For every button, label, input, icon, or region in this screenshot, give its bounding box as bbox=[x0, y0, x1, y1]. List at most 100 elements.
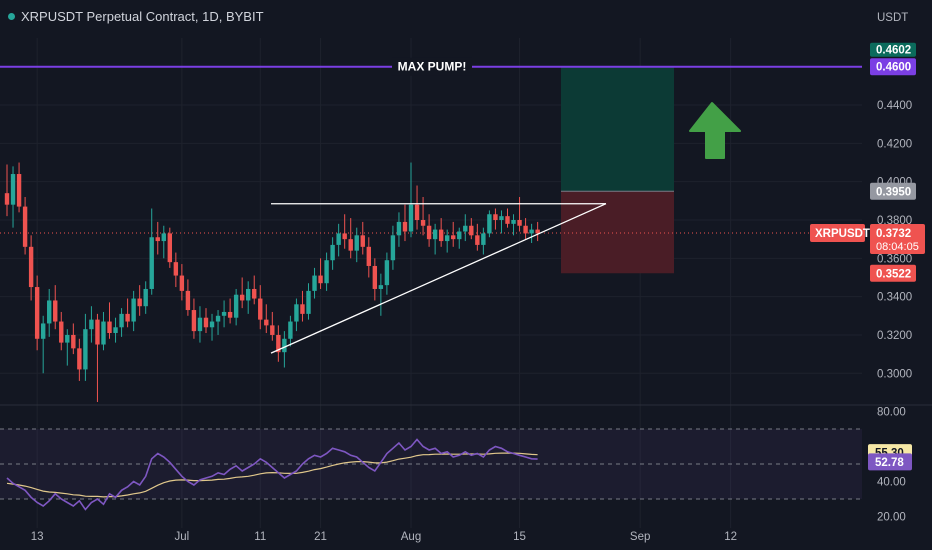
price-tick-label: 0.3800 bbox=[877, 215, 912, 227]
candle bbox=[197, 306, 203, 343]
candle bbox=[432, 223, 438, 255]
price-axis[interactable]: 0.30000.32000.34000.36000.38000.40000.42… bbox=[877, 100, 912, 523]
candle bbox=[487, 210, 492, 238]
candle bbox=[149, 208, 154, 295]
candle bbox=[4, 164, 10, 217]
current-price-tag: 0.3732 bbox=[876, 228, 911, 240]
candle bbox=[306, 283, 311, 320]
time-tick-label: 21 bbox=[314, 531, 327, 543]
candle bbox=[209, 313, 215, 341]
candle bbox=[22, 197, 28, 255]
candle bbox=[529, 223, 534, 243]
price-tick-label: 0.4400 bbox=[877, 100, 912, 112]
candle bbox=[264, 304, 269, 334]
candle bbox=[215, 310, 221, 335]
candle bbox=[59, 311, 64, 351]
candle bbox=[40, 315, 46, 374]
rsi-tick-label: 40.00 bbox=[877, 477, 906, 489]
candle bbox=[324, 252, 329, 291]
position-zones bbox=[561, 66, 674, 274]
candle bbox=[107, 302, 112, 339]
candle bbox=[408, 162, 414, 238]
candle bbox=[161, 225, 166, 259]
market-status-icon bbox=[8, 13, 15, 20]
candle bbox=[179, 264, 185, 301]
candle bbox=[89, 306, 94, 343]
candle bbox=[155, 221, 160, 255]
candle bbox=[227, 298, 233, 324]
candlestick-series bbox=[4, 162, 540, 402]
time-tick-label: Sep bbox=[630, 531, 650, 543]
candle bbox=[493, 208, 498, 230]
candle bbox=[65, 329, 70, 366]
time-tick-label: 12 bbox=[724, 531, 737, 543]
candle bbox=[312, 267, 317, 299]
candle bbox=[276, 325, 281, 362]
candle bbox=[378, 273, 384, 316]
chart-title-text: XRPUSDT Perpetual Contract, 1D, BYBIT bbox=[21, 9, 264, 24]
price-tick-label: 0.3000 bbox=[877, 368, 912, 380]
chart-title[interactable]: XRPUSDT Perpetual Contract, 1D, BYBIT bbox=[8, 9, 264, 24]
stop-tag-bg bbox=[870, 264, 916, 282]
candle bbox=[354, 227, 359, 263]
candle bbox=[34, 275, 40, 351]
candle bbox=[53, 285, 58, 330]
candle bbox=[438, 218, 444, 247]
candle bbox=[113, 317, 118, 343]
candle bbox=[95, 313, 100, 402]
candle bbox=[167, 227, 173, 268]
candle bbox=[294, 298, 299, 332]
price-tick-label: 0.3200 bbox=[877, 330, 912, 342]
up-arrow-icon bbox=[689, 102, 741, 159]
time-tick-label: Aug bbox=[401, 531, 421, 543]
candle bbox=[239, 277, 245, 309]
candle bbox=[28, 235, 34, 301]
candle bbox=[203, 308, 209, 334]
candle bbox=[71, 323, 76, 355]
candle bbox=[366, 237, 371, 278]
price-tick-label: 0.3400 bbox=[877, 292, 912, 304]
candle bbox=[505, 208, 510, 228]
symbol-tag: XRPUSDT bbox=[815, 228, 870, 240]
candle bbox=[282, 331, 287, 368]
time-tick-label: 13 bbox=[31, 531, 44, 543]
candle bbox=[252, 275, 257, 305]
candle bbox=[402, 204, 408, 242]
stop-tag: 0.3522 bbox=[876, 268, 911, 280]
candle bbox=[348, 218, 353, 259]
candle bbox=[47, 288, 52, 337]
target-tag-bg bbox=[870, 42, 916, 57]
max-pump-tag: 0.4600 bbox=[876, 62, 911, 74]
candle bbox=[221, 300, 227, 328]
candle bbox=[481, 227, 486, 255]
entry-tag-bg bbox=[870, 182, 916, 200]
candle bbox=[185, 279, 191, 316]
trendline-drawings bbox=[270, 203, 607, 354]
entry-tag: 0.3950 bbox=[876, 186, 911, 198]
max-pump-line: MAX PUMP! bbox=[0, 57, 862, 234]
rsi-tag-bg bbox=[868, 453, 912, 471]
candle bbox=[535, 221, 540, 242]
candle bbox=[396, 212, 402, 247]
candle bbox=[101, 311, 106, 351]
support-line bbox=[270, 203, 607, 354]
rsi-line bbox=[6, 438, 538, 511]
max-pump-tag-bg bbox=[870, 58, 916, 76]
candle bbox=[191, 298, 197, 339]
symbol-tag-bg bbox=[810, 224, 865, 243]
candle bbox=[330, 237, 335, 270]
candle bbox=[463, 214, 468, 242]
candle bbox=[300, 290, 305, 322]
price-tick-label: 0.4200 bbox=[877, 138, 912, 150]
target-tag: 0.4602 bbox=[876, 45, 911, 57]
rsi-tick-label: 80.00 bbox=[877, 407, 906, 419]
rsi-pane bbox=[0, 428, 862, 511]
candle bbox=[77, 338, 82, 381]
time-axis[interactable]: 13 Jul 11 21 Aug 15 Sep 12 bbox=[31, 531, 737, 543]
rsi-tick-label: 20.00 bbox=[877, 512, 906, 524]
loss-zone bbox=[561, 191, 674, 274]
candle bbox=[372, 258, 378, 301]
time-tick-label: 11 bbox=[254, 531, 266, 543]
